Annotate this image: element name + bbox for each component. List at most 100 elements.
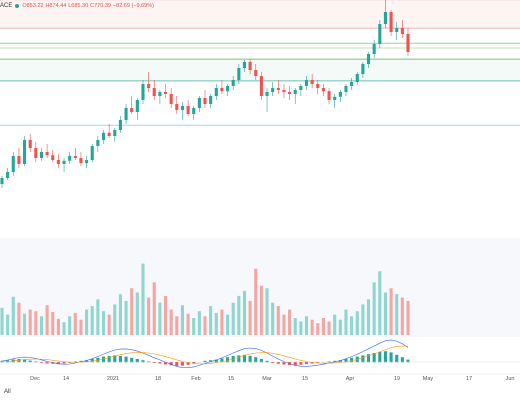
candle-body [232, 80, 235, 86]
candle-body [378, 24, 381, 44]
macd-histogram-bar [158, 362, 161, 364]
candle-body [29, 140, 32, 148]
volume-bar [350, 316, 353, 335]
volume-bar [406, 301, 409, 335]
volume-bar [34, 311, 37, 335]
symbol-label: ACE [0, 3, 12, 9]
candle-body [203, 98, 206, 104]
volume-bar [158, 303, 161, 335]
open-value: O853.22 [22, 3, 43, 9]
candle-body [406, 34, 409, 52]
candle-body [226, 86, 229, 91]
volume-bar [328, 321, 331, 335]
candle-body [288, 92, 291, 94]
candle-body [147, 84, 150, 88]
candle-body [68, 156, 71, 161]
volume-bar [198, 311, 201, 335]
volume-bar [384, 293, 387, 336]
range-all-button[interactable]: All [4, 389, 11, 395]
candle-body [57, 160, 60, 164]
x-tick-label: 19 [394, 376, 400, 382]
volume-bar [344, 310, 347, 336]
candle-body [299, 86, 302, 90]
volume-bar [237, 296, 240, 335]
volume-bar [153, 282, 156, 335]
candle-body [17, 156, 20, 164]
candle-body [282, 90, 285, 92]
ohlc-header: ACE O853.22 H874.44 L685.30 C770.39 −82.… [0, 0, 156, 12]
candle-body [328, 91, 331, 100]
candle-body [339, 92, 342, 97]
x-tick-label: Apr [346, 376, 355, 382]
volume-bar [85, 310, 88, 336]
volume-bar [12, 297, 15, 335]
candle-body [62, 161, 65, 164]
candle-body [164, 92, 167, 94]
volume-bar [299, 321, 302, 335]
candle-body [390, 12, 393, 32]
candle-body [237, 68, 240, 80]
volume-bar [390, 288, 393, 335]
candle-body [305, 80, 308, 86]
volume-bar [226, 315, 229, 335]
macd-histogram-bar [237, 355, 240, 362]
macd-histogram-bar [108, 356, 111, 362]
low-value: L685.30 [68, 3, 88, 9]
macd-histogram-bar [361, 355, 364, 362]
candle-body [367, 54, 370, 64]
candle-body [254, 70, 257, 76]
x-tick-label: Mar [262, 376, 272, 382]
candle-body [333, 97, 336, 100]
volume-bar [395, 294, 398, 335]
volume-bar [57, 319, 60, 335]
candle-body [350, 82, 353, 86]
candle-body [119, 120, 122, 130]
volume-bar [260, 286, 263, 335]
volume-bar [203, 316, 206, 335]
volume-bar [220, 310, 223, 336]
volume-bar [265, 288, 268, 335]
candle-body [40, 152, 43, 158]
candle-body [181, 106, 184, 110]
macd-histogram-bar [384, 351, 387, 362]
candle-body [361, 64, 364, 74]
candle-body [311, 80, 314, 84]
volume-bar [333, 315, 336, 335]
candle-body [316, 84, 319, 88]
volume-bar [46, 305, 49, 335]
volume-bar [215, 313, 218, 335]
macd-histogram-bar [125, 357, 128, 363]
volume-bar [108, 315, 111, 335]
x-tick-label: 2021 [107, 376, 119, 382]
candle-body [113, 130, 116, 136]
candle-body [277, 88, 280, 90]
macd-histogram-bar [130, 358, 133, 363]
volume-bar [147, 298, 150, 335]
candle-body [79, 158, 82, 163]
volume-bar [62, 322, 65, 335]
volume-bar [209, 306, 212, 335]
candle-body [265, 92, 268, 96]
candle-body [215, 88, 218, 96]
status-dot-icon [15, 4, 19, 8]
candle-body [243, 62, 246, 68]
volume-bar [282, 315, 285, 335]
macd-histogram-bar [46, 362, 49, 364]
x-tick-label: 17 [466, 376, 472, 382]
volume-bar [125, 301, 128, 335]
candle-body [249, 62, 252, 70]
volume-bar [102, 311, 105, 335]
volume-bar [356, 311, 359, 335]
candle-body [141, 84, 144, 100]
candle-body [158, 92, 161, 96]
candle-body [344, 86, 347, 92]
volume-bar [113, 304, 116, 335]
volume-bar [91, 306, 94, 335]
macd-histogram-bar [305, 362, 308, 364]
volume-bar [119, 294, 122, 335]
candle-body [91, 146, 94, 160]
volume-bar [51, 312, 54, 335]
volume-bar [277, 306, 280, 335]
